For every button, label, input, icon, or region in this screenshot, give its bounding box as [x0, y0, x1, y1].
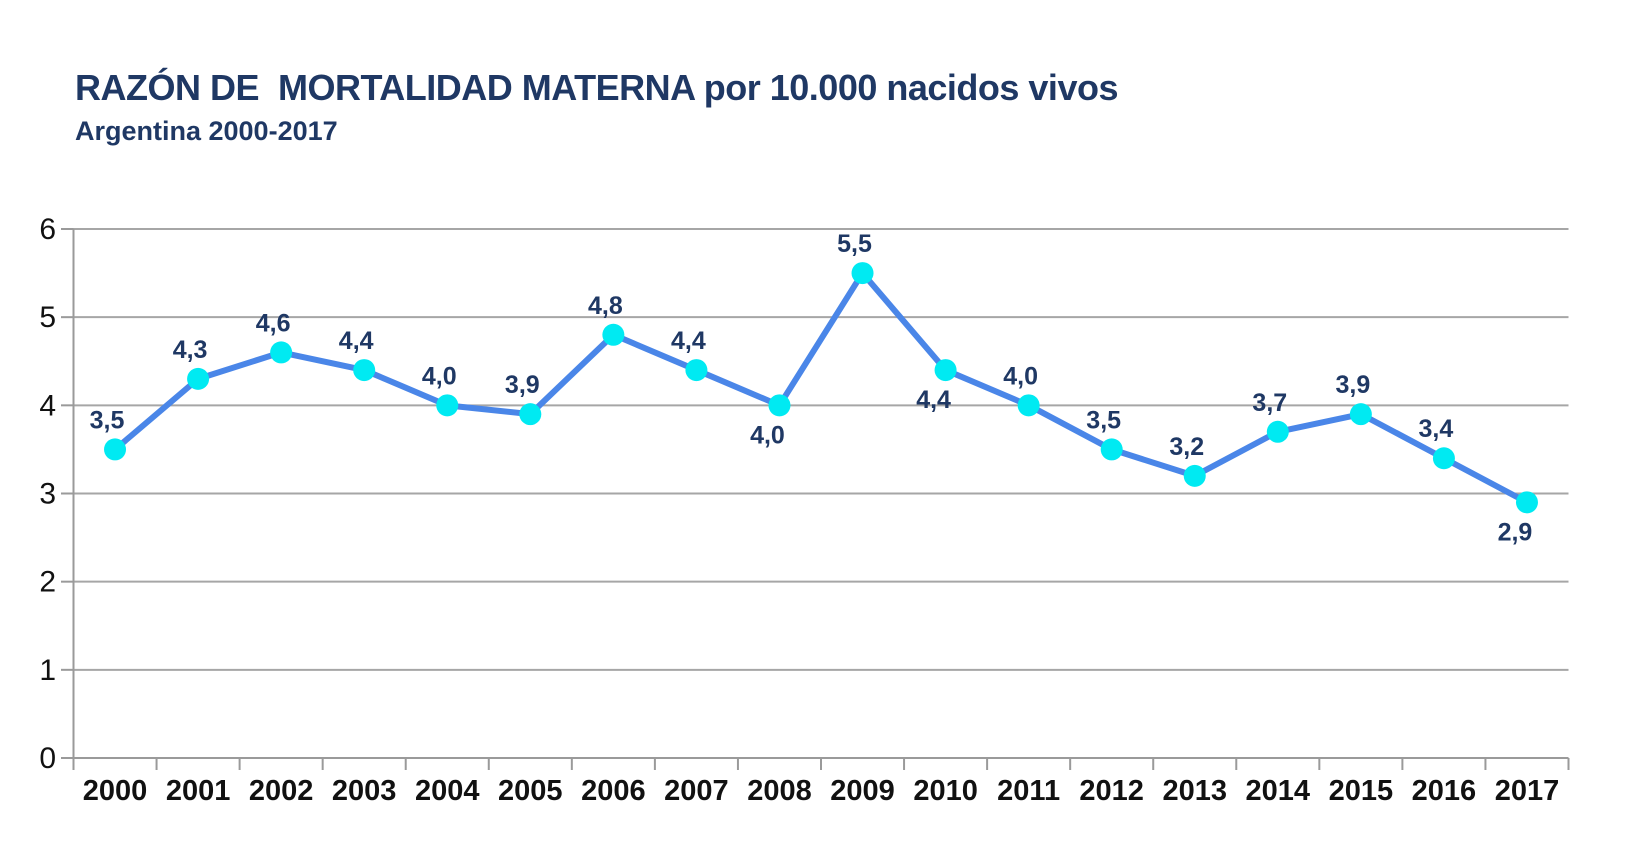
- x-axis-tick-label: 2004: [415, 775, 480, 807]
- data-point-marker: [187, 367, 210, 390]
- data-point-label: 4,3: [173, 336, 208, 364]
- data-point-label: 4,4: [671, 327, 706, 355]
- data-point-label: 3,5: [90, 406, 125, 434]
- data-point-label: 2,9: [1498, 518, 1533, 546]
- data-point-label: 4,4: [339, 327, 374, 355]
- y-axis-tick-label: 1: [39, 654, 56, 687]
- x-axis-tick-label: 2014: [1246, 775, 1311, 807]
- data-point-marker: [1515, 491, 1538, 514]
- data-point-marker: [851, 262, 874, 285]
- data-point-label: 3,9: [505, 371, 540, 399]
- x-axis-tick-label: 2003: [332, 775, 397, 807]
- x-axis-tick-label: 2013: [1162, 775, 1227, 807]
- x-axis-tick-label: 2012: [1079, 775, 1144, 807]
- data-point-marker: [1100, 438, 1123, 461]
- x-axis-tick-label: 2011: [997, 775, 1060, 807]
- data-point-label: 4,4: [916, 386, 951, 414]
- data-point-marker: [1432, 447, 1455, 470]
- x-axis-tick-label: 2016: [1412, 775, 1477, 807]
- data-point-marker: [270, 341, 293, 364]
- chart-subtitle: Argentina 2000-2017: [75, 116, 338, 146]
- data-point-marker: [1266, 420, 1289, 443]
- data-point-marker: [685, 359, 708, 382]
- x-axis-tick-label: 2005: [498, 775, 563, 807]
- data-point-label: 5,5: [837, 230, 872, 258]
- x-axis-tick-label: 2007: [664, 775, 729, 807]
- data-point-marker: [1183, 464, 1206, 487]
- data-point-marker: [104, 438, 127, 461]
- y-axis-tick-label: 0: [39, 742, 56, 775]
- data-point-label: 3,9: [1335, 371, 1370, 399]
- data-point-marker: [436, 394, 459, 417]
- data-point-marker: [934, 359, 957, 382]
- data-point-label: 4,6: [256, 309, 291, 337]
- x-axis-tick-label: 2001: [166, 775, 231, 807]
- data-point-label: 4,0: [422, 362, 457, 390]
- data-point-label: 4,0: [1003, 362, 1038, 390]
- data-point-label: 3,7: [1252, 389, 1287, 417]
- y-axis-tick-label: 6: [39, 213, 56, 246]
- x-axis-tick-label: 2002: [249, 775, 314, 807]
- data-point-label: 3,4: [1419, 415, 1454, 443]
- y-axis-tick-label: 4: [39, 389, 56, 422]
- x-axis-tick-label: 2000: [83, 775, 148, 807]
- series-line: [112, 270, 1530, 506]
- data-point-marker: [353, 359, 376, 382]
- data-point-label: 4,8: [588, 292, 623, 320]
- y-axis-tick-label: 5: [39, 301, 56, 334]
- x-axis-tick-label: 2015: [1329, 775, 1394, 807]
- data-point-marker: [1017, 394, 1040, 417]
- data-point-marker: [519, 403, 542, 426]
- data-point-marker: [768, 394, 791, 417]
- x-axis-tick-label: 2010: [913, 775, 978, 807]
- x-axis-tick-label: 2006: [581, 775, 646, 807]
- data-point-marker: [602, 323, 625, 346]
- y-axis-tick-label: 2: [39, 566, 56, 599]
- chart-title: RAZÓN DE MORTALIDAD MATERNA por 10.000 n…: [75, 67, 1118, 108]
- y-axis-tick-label: 3: [39, 478, 56, 511]
- x-axis-tick-label: 2009: [830, 775, 895, 807]
- x-axis-tick-label: 2017: [1495, 775, 1560, 807]
- data-point-marker: [1349, 403, 1372, 426]
- data-point-label: 3,2: [1169, 433, 1204, 461]
- x-axis-tick-label: 2008: [747, 775, 812, 807]
- chart-header: RAZÓN DE MORTALIDAD MATERNA por 10.000 n…: [75, 66, 1118, 148]
- data-point-label: 3,5: [1086, 406, 1121, 434]
- data-point-label: 4,0: [750, 421, 785, 449]
